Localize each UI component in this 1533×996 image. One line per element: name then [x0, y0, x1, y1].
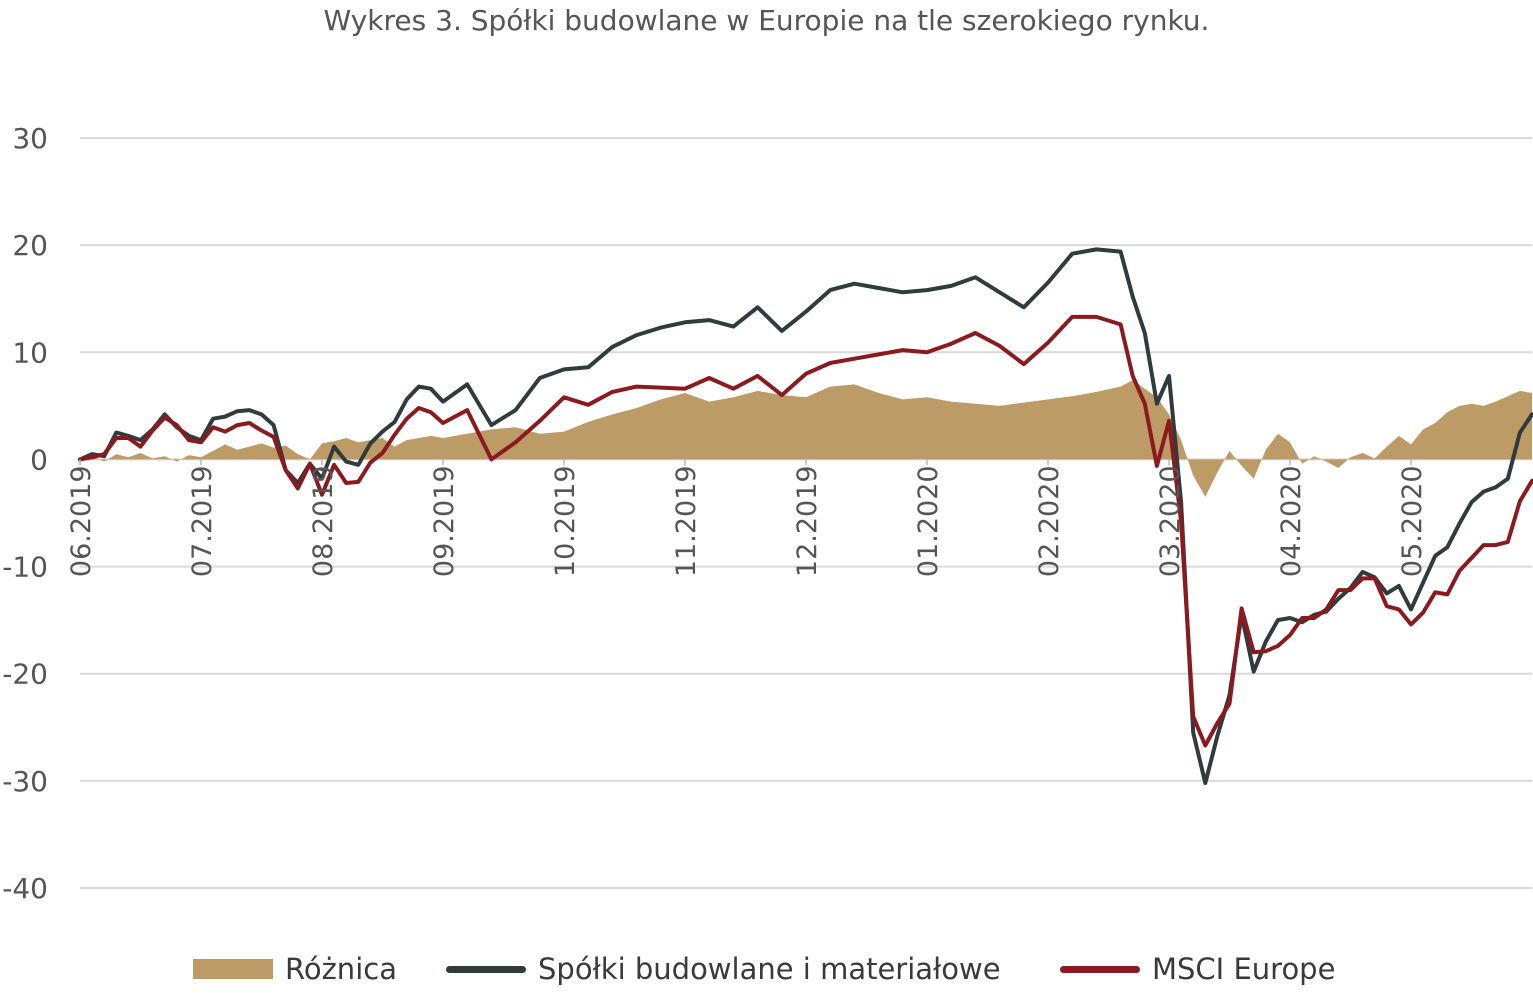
x-tick-label-5: 11.2019	[671, 465, 702, 577]
chart-plot: 30 20 10 0 -10 -20 -30 -40 06.2019 07.2019 08.201…	[2, 122, 1533, 905]
legend-swatch-spolki	[446, 965, 526, 973]
series-area-roznica	[80, 380, 1532, 497]
x-tick-label-4: 10.2019	[550, 465, 581, 577]
x-tick-label-10: 04.2020	[1276, 465, 1307, 577]
x-tick-label-6: 12.2019	[792, 465, 823, 577]
y-tick-label-0: 30	[12, 122, 48, 155]
x-tick-label-11: 05.2020	[1397, 465, 1428, 577]
legend-label-spolki: Spółki budowlane i materiałowe	[538, 952, 1001, 986]
x-tick-label-2: 08.2019	[308, 465, 339, 577]
legend-item-roznica: Różnica	[193, 952, 397, 986]
y-tick-label-6: -30	[2, 765, 48, 798]
area-layer	[80, 380, 1532, 497]
legend: Różnica Spółki budowlane i materiałowe M…	[0, 952, 1533, 996]
line-layer	[78, 247, 1533, 785]
y-tick-label-1: 20	[12, 229, 48, 262]
series-line-2	[78, 314, 1533, 748]
legend-item-spolki: Spółki budowlane i materiałowe	[446, 952, 1001, 986]
y-tick-label-2: 10	[12, 336, 48, 369]
x-tick-label-1: 07.2019	[187, 465, 218, 577]
y-tick-label-3: 0	[30, 443, 48, 476]
legend-item-msci: MSCI Europe	[1060, 952, 1335, 986]
x-tick-label-7: 01.2020	[913, 465, 944, 577]
chart-title: Wykres 3. Spółki budowlane w Europie na …	[323, 4, 1210, 37]
x-tick-label-3: 09.2019	[429, 465, 460, 577]
legend-label-roznica: Różnica	[285, 952, 397, 986]
x-tick-label-0: 06.2019	[66, 465, 97, 577]
legend-label-msci: MSCI Europe	[1152, 952, 1336, 986]
x-tick-label-9: 03.2020	[1155, 465, 1186, 577]
legend-swatch-msci	[1060, 965, 1140, 973]
y-tick-label-5: -20	[2, 658, 48, 691]
y-tick-label-4: -10	[2, 551, 48, 584]
legend-swatch-roznica	[193, 959, 273, 979]
x-tick-label-8: 02.2020	[1034, 465, 1065, 577]
y-axis-ticks: 30 20 10 0 -10 -20 -30 -40	[2, 122, 48, 905]
y-tick-label-7: -40	[2, 872, 48, 905]
x-axis-ticks: 06.2019 07.2019 08.2019 09.2019 10.2019 11.20…	[66, 459, 1428, 577]
